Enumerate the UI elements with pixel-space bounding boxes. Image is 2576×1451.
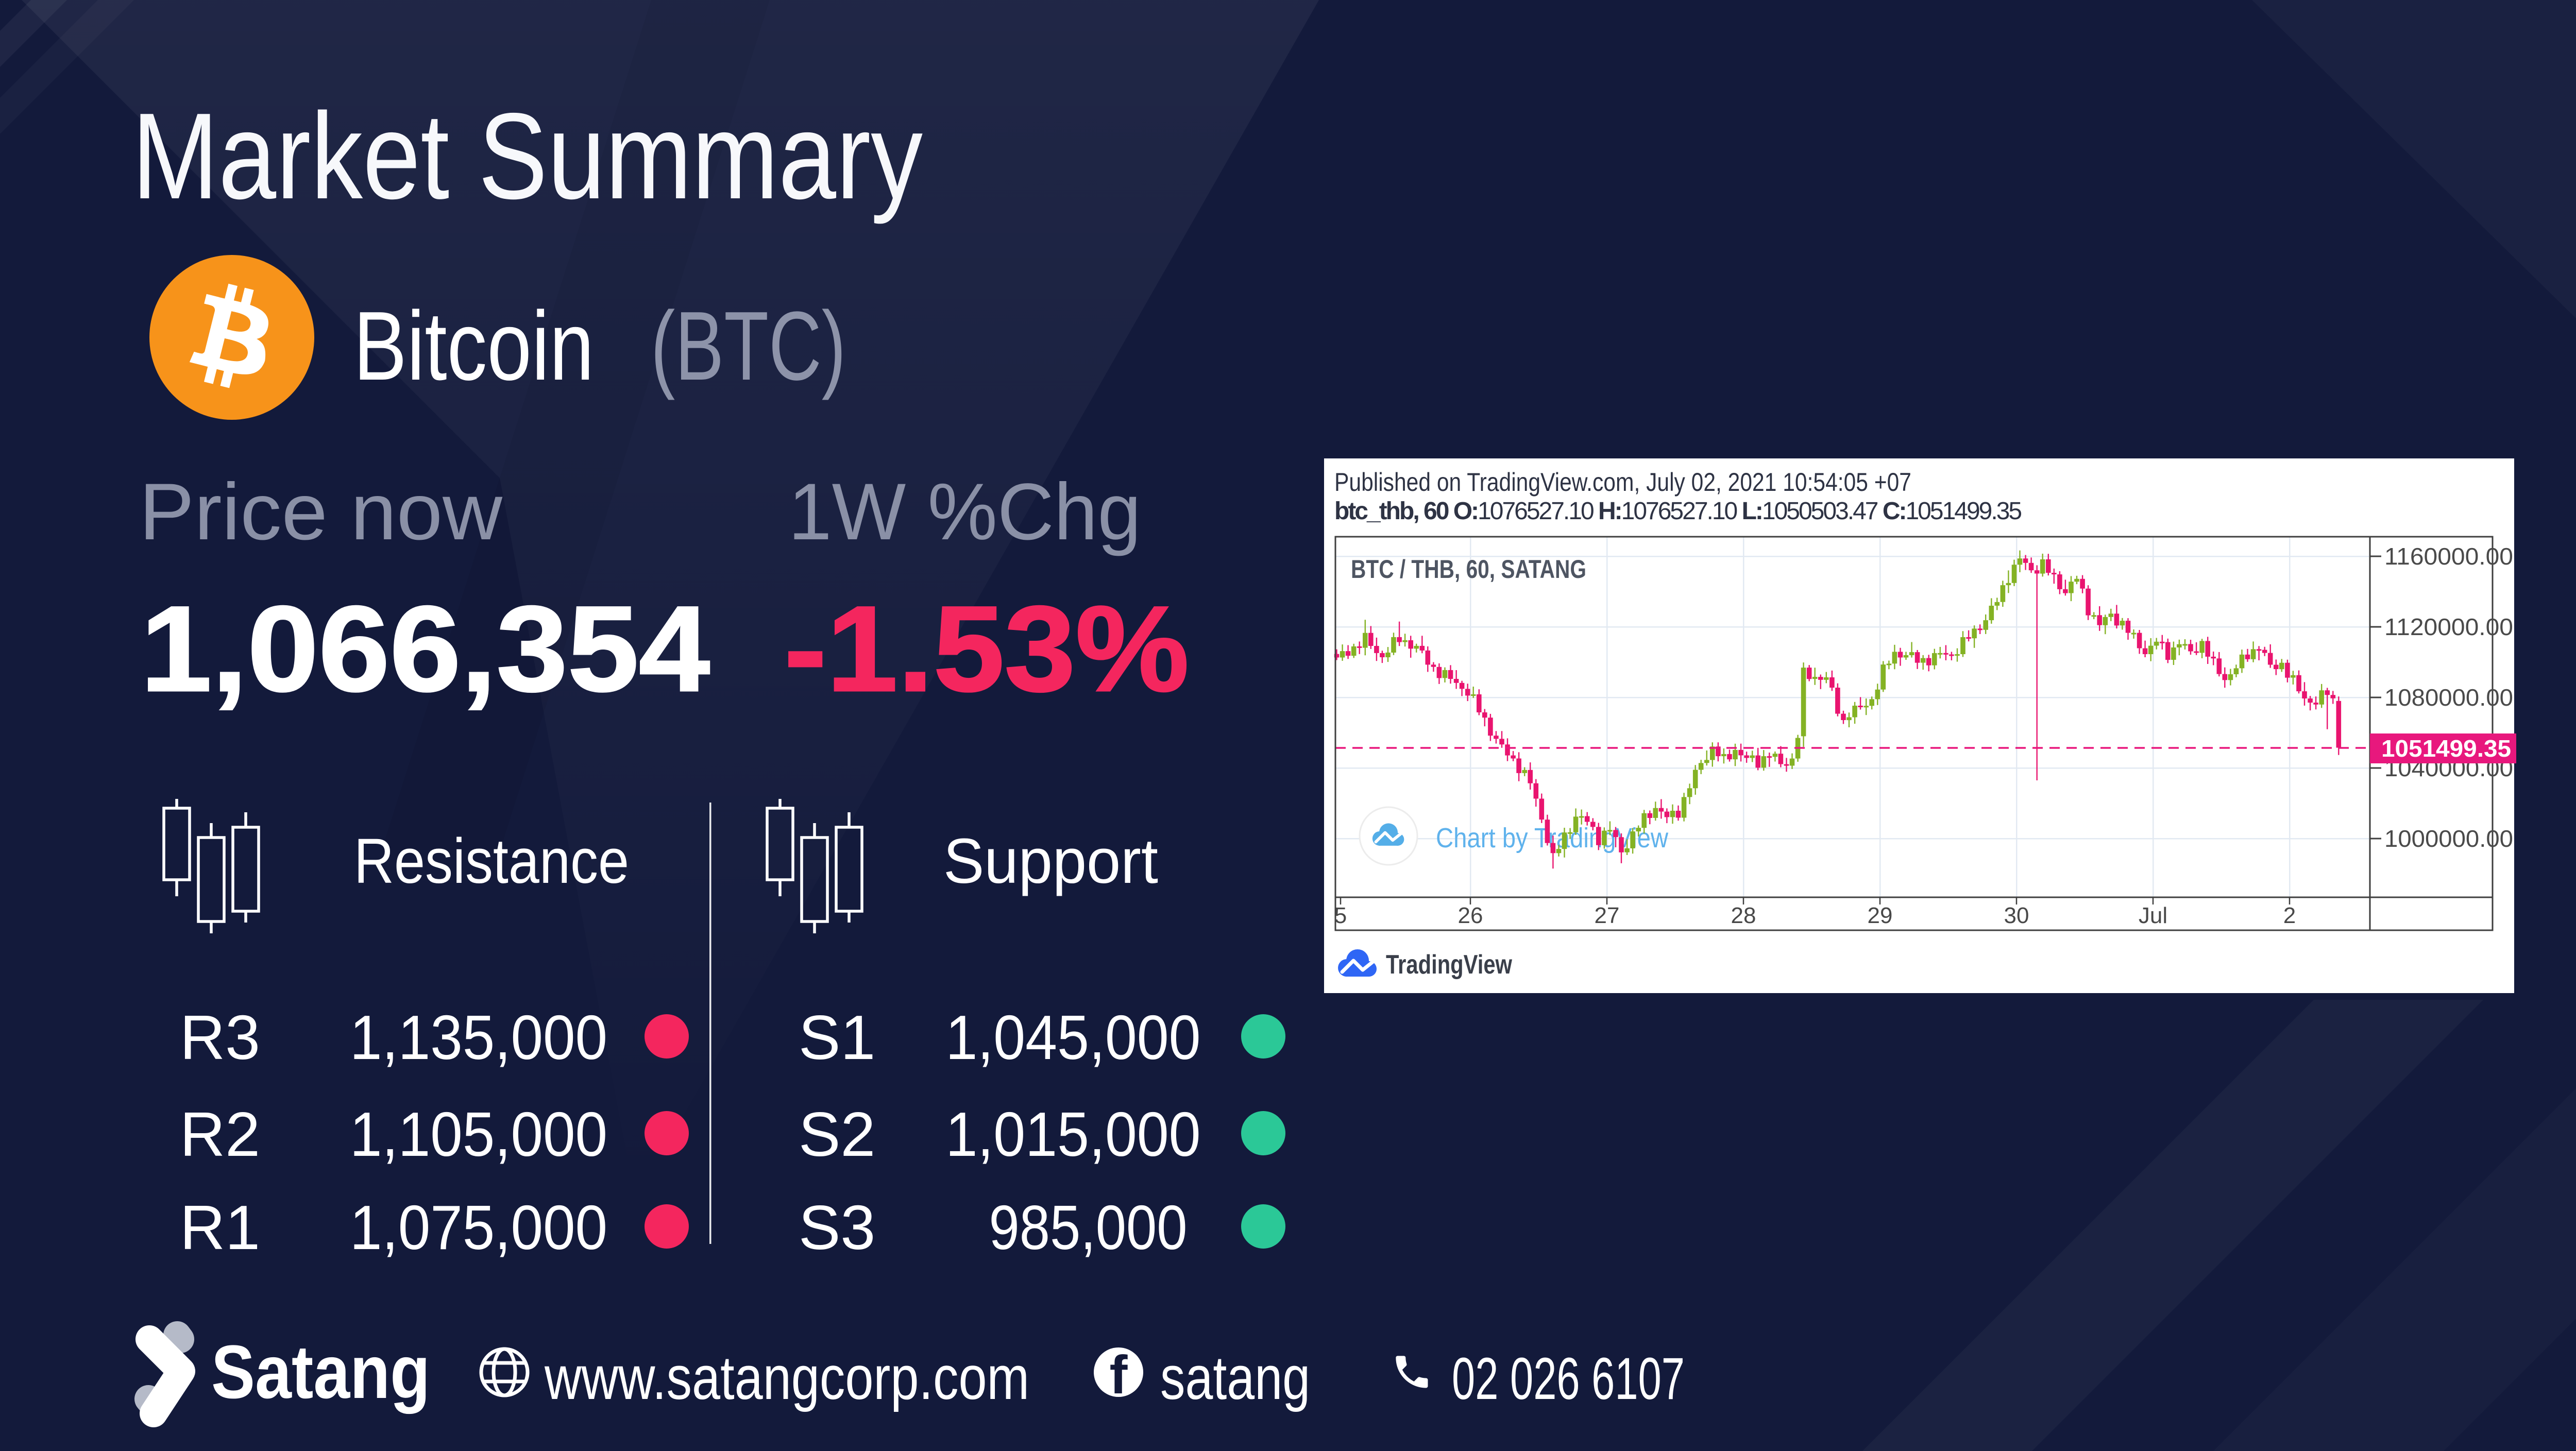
svg-text:satang: satang [1160, 1343, 1310, 1412]
svg-text:1,066,354: 1,066,354 [141, 581, 710, 717]
svg-text:26: 26 [1458, 903, 1483, 928]
svg-text:-1.53%: -1.53% [784, 581, 1189, 717]
svg-text:1,015,000: 1,015,000 [946, 1099, 1201, 1169]
svg-text:1000000.00: 1000000.00 [2384, 825, 2513, 852]
svg-text:S2: S2 [799, 1099, 875, 1169]
svg-text:S3: S3 [799, 1192, 875, 1262]
svg-text:1120000.00: 1120000.00 [2384, 613, 2513, 640]
svg-text:1,075,000: 1,075,000 [350, 1192, 607, 1262]
svg-text:27: 27 [1595, 903, 1620, 928]
svg-text:Resistance: Resistance [354, 826, 629, 897]
svg-text:Satang: Satang [211, 1330, 430, 1414]
svg-text:(BTC): (BTC) [651, 292, 846, 401]
svg-text:1,135,000: 1,135,000 [350, 1002, 607, 1072]
svg-text:1080000.00: 1080000.00 [2384, 684, 2513, 711]
svg-text:Published on TradingView.com,: Published on TradingView.com, July 02, 2… [1334, 468, 1911, 497]
svg-text:28: 28 [1731, 903, 1756, 928]
svg-text:R1: R1 [180, 1192, 260, 1262]
svg-text:30: 30 [2004, 903, 2029, 928]
svg-text:5: 5 [1334, 903, 1347, 928]
svg-text:02 026 6107: 02 026 6107 [1452, 1346, 1685, 1412]
svg-text:Jul: Jul [2139, 903, 2167, 928]
svg-text:R3: R3 [180, 1002, 260, 1072]
svg-text:btc_thb, 60 O:1076527.10 H:107: btc_thb, 60 O:1076527.10 H:1076527.10 L:… [1334, 498, 2021, 525]
svg-text:R2: R2 [180, 1099, 260, 1169]
svg-text:Price now: Price now [139, 467, 503, 557]
svg-text:1,045,000: 1,045,000 [946, 1002, 1201, 1072]
svg-text:TradingView: TradingView [1386, 950, 1512, 980]
svg-text:Support: Support [943, 826, 1158, 897]
svg-text:www.satangcorp.com: www.satangcorp.com [544, 1343, 1029, 1412]
svg-text:1W %Chg: 1W %Chg [788, 467, 1141, 557]
svg-text:S1: S1 [799, 1002, 875, 1072]
svg-text:29: 29 [1868, 903, 1893, 928]
svg-text:1,105,000: 1,105,000 [350, 1099, 607, 1169]
svg-text:BTC / THB, 60, SATANG: BTC / THB, 60, SATANG [1351, 555, 1586, 584]
svg-text:Bitcoin: Bitcoin [353, 292, 594, 401]
svg-text:f: f [1110, 1345, 1128, 1405]
svg-text:Market Summary: Market Summary [132, 88, 923, 225]
svg-text:2: 2 [2283, 903, 2296, 928]
svg-text:985,000: 985,000 [989, 1192, 1188, 1262]
svg-text:1160000.00: 1160000.00 [2384, 543, 2513, 570]
svg-text:1051499.35: 1051499.35 [2381, 735, 2511, 762]
